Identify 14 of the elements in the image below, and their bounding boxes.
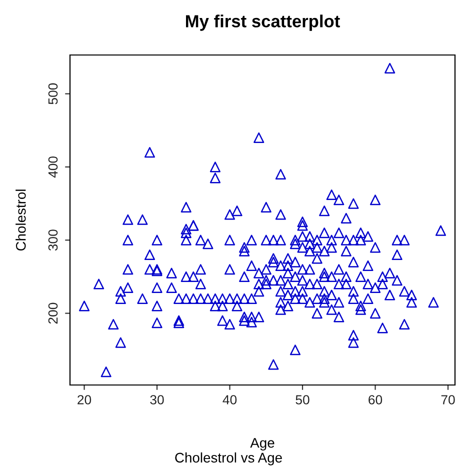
x-tick-label: 60	[368, 395, 382, 404]
y-tick-label: 200	[48, 302, 58, 324]
x-tick-label: 30	[150, 395, 164, 404]
y-tick-label: 500	[48, 83, 58, 104]
text: Cholestrol vs Age	[175, 452, 282, 466]
y-tick-label: 400	[48, 156, 58, 178]
x-tick-label: 70	[441, 395, 455, 404]
x-tick-label: 50	[296, 395, 310, 404]
x-tick-label: 20	[78, 395, 92, 404]
chart-title: My first scatterplot	[186, 14, 340, 31]
y-axis-title: Cholestrol	[16, 190, 26, 251]
x-axis-title: Age	[250, 438, 274, 451]
x-tick-label: 40	[222, 395, 237, 404]
y-tick-label: 300	[48, 230, 58, 251]
